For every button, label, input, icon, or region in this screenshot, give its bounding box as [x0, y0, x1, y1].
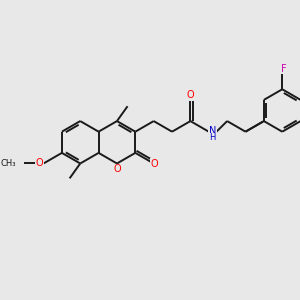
Text: H: H: [209, 133, 216, 142]
Text: F: F: [281, 64, 287, 74]
Text: O: O: [36, 158, 43, 169]
Text: O: O: [187, 90, 194, 100]
Text: N: N: [209, 126, 216, 136]
Text: O: O: [113, 164, 121, 174]
Text: CH₃: CH₃: [0, 159, 16, 168]
Text: O: O: [151, 159, 158, 169]
